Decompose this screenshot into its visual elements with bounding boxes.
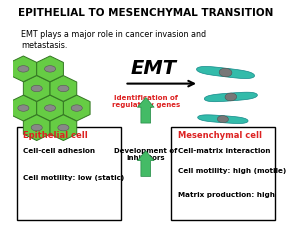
Ellipse shape: [217, 116, 228, 123]
Text: Development of
inhibitors: Development of inhibitors: [114, 148, 177, 161]
Ellipse shape: [225, 93, 237, 101]
Ellipse shape: [18, 105, 29, 111]
Text: EMT: EMT: [131, 58, 177, 78]
FancyBboxPatch shape: [17, 127, 121, 220]
Text: Epithelial cell: Epithelial cell: [23, 131, 88, 140]
Ellipse shape: [44, 66, 56, 72]
Text: Cell-matrix interaction: Cell-matrix interaction: [178, 148, 270, 154]
Polygon shape: [198, 115, 248, 124]
Ellipse shape: [58, 124, 69, 131]
Ellipse shape: [58, 85, 69, 92]
Polygon shape: [204, 92, 257, 102]
Text: EPITHELIAL TO MESENCHYMAL TRANSITION: EPITHELIAL TO MESENCHYMAL TRANSITION: [18, 8, 274, 18]
FancyBboxPatch shape: [171, 127, 275, 220]
Polygon shape: [50, 76, 77, 101]
Polygon shape: [10, 95, 37, 121]
Polygon shape: [196, 66, 254, 79]
Polygon shape: [37, 95, 63, 121]
FancyArrowPatch shape: [137, 151, 154, 176]
Polygon shape: [37, 56, 63, 82]
Text: Mesenchymal cell: Mesenchymal cell: [178, 131, 262, 140]
Ellipse shape: [31, 85, 42, 92]
Text: EMT plays a major role in cancer invasion and
metastasis.: EMT plays a major role in cancer invasio…: [21, 30, 206, 50]
Text: Identification of
regulatory genes: Identification of regulatory genes: [112, 95, 180, 108]
Ellipse shape: [31, 124, 42, 131]
Ellipse shape: [18, 66, 29, 72]
Polygon shape: [63, 95, 90, 121]
Ellipse shape: [71, 105, 82, 111]
Polygon shape: [10, 56, 37, 82]
Text: Cell-cell adhesion: Cell-cell adhesion: [23, 148, 96, 154]
Polygon shape: [23, 115, 50, 141]
Text: Matrix production: high: Matrix production: high: [178, 193, 275, 198]
Polygon shape: [50, 115, 77, 141]
Text: Cell motility: low (static): Cell motility: low (static): [23, 175, 125, 181]
Ellipse shape: [219, 68, 232, 77]
Polygon shape: [23, 76, 50, 101]
FancyArrowPatch shape: [137, 97, 154, 123]
Ellipse shape: [44, 105, 56, 111]
Text: Cell motility: high (motile): Cell motility: high (motile): [178, 168, 286, 174]
